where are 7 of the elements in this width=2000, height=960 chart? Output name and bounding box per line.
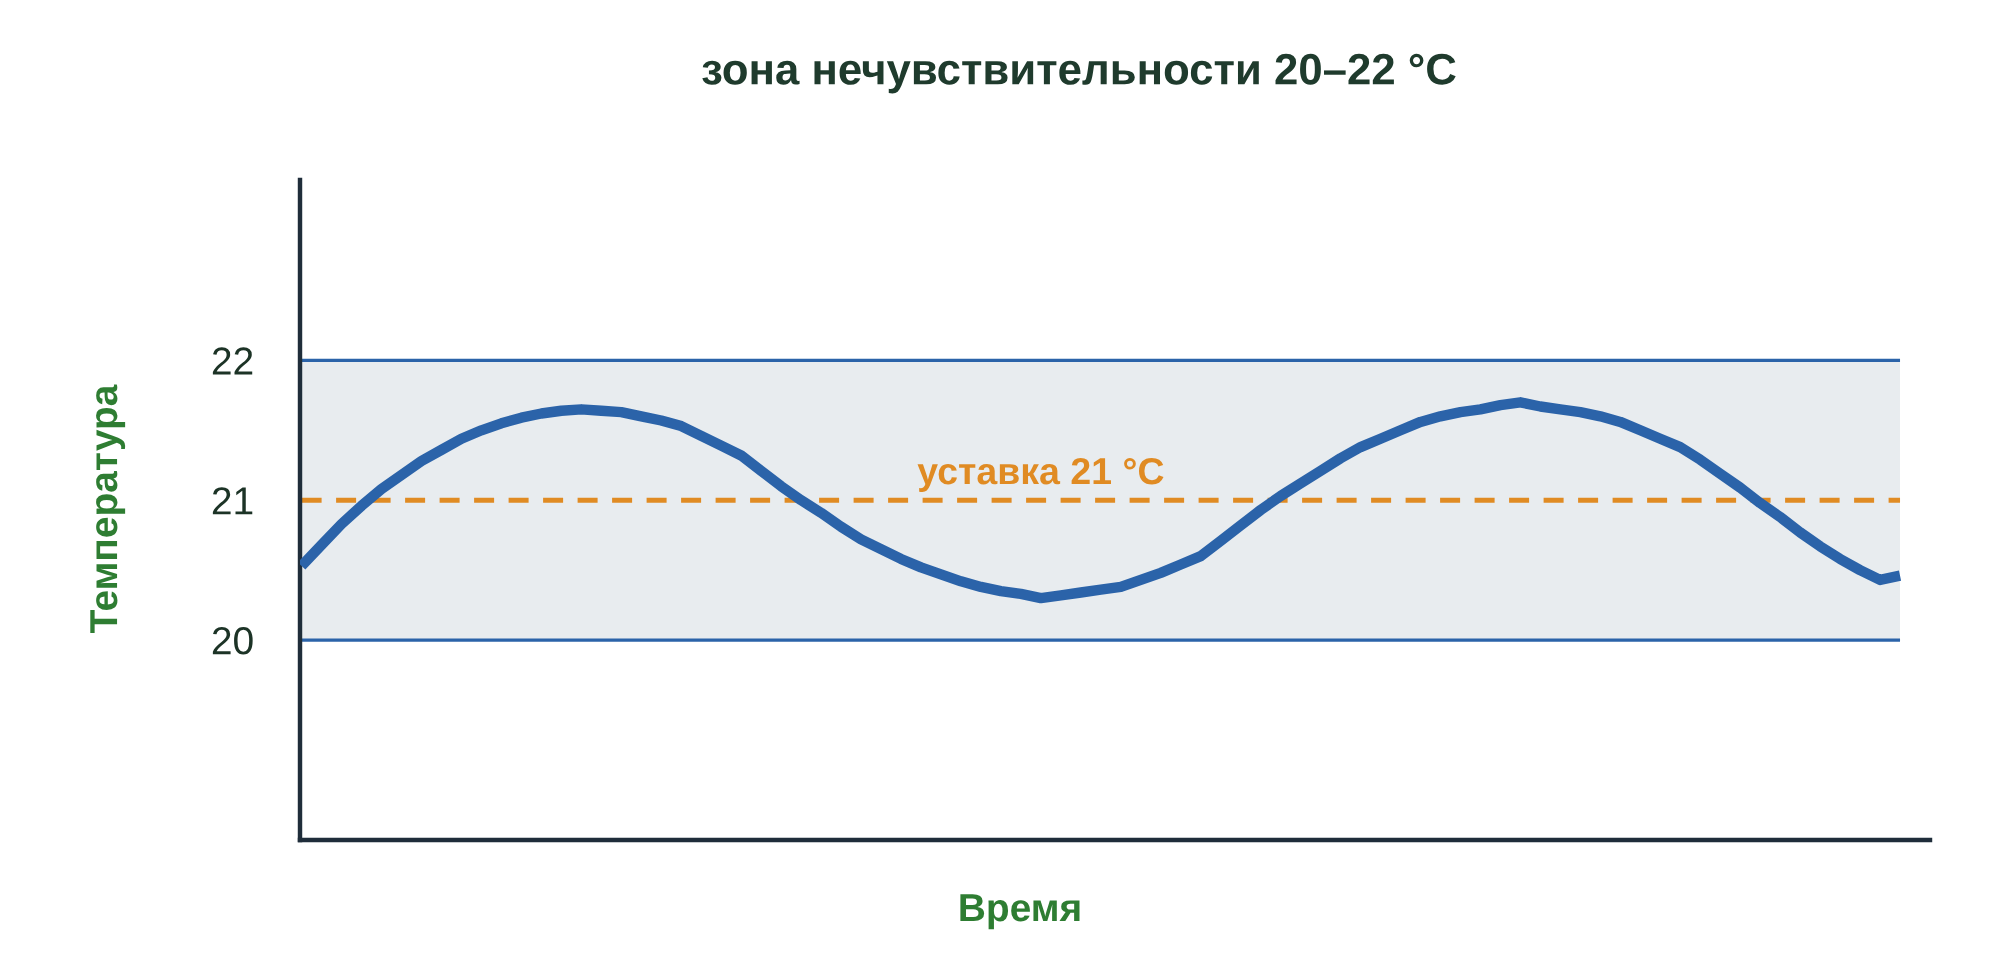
y-axis-title: Температура [90,384,126,633]
y-tick-label: 20 [212,626,253,655]
ref-line-label: уставка 21 °C [917,457,1164,492]
chart-title: зона нечувствительности 20–22 °C [702,53,1456,94]
y-tick-label: 22 [212,347,253,375]
y-tick-label: 21 [212,487,253,515]
x-axis-title: Время [960,894,1080,930]
